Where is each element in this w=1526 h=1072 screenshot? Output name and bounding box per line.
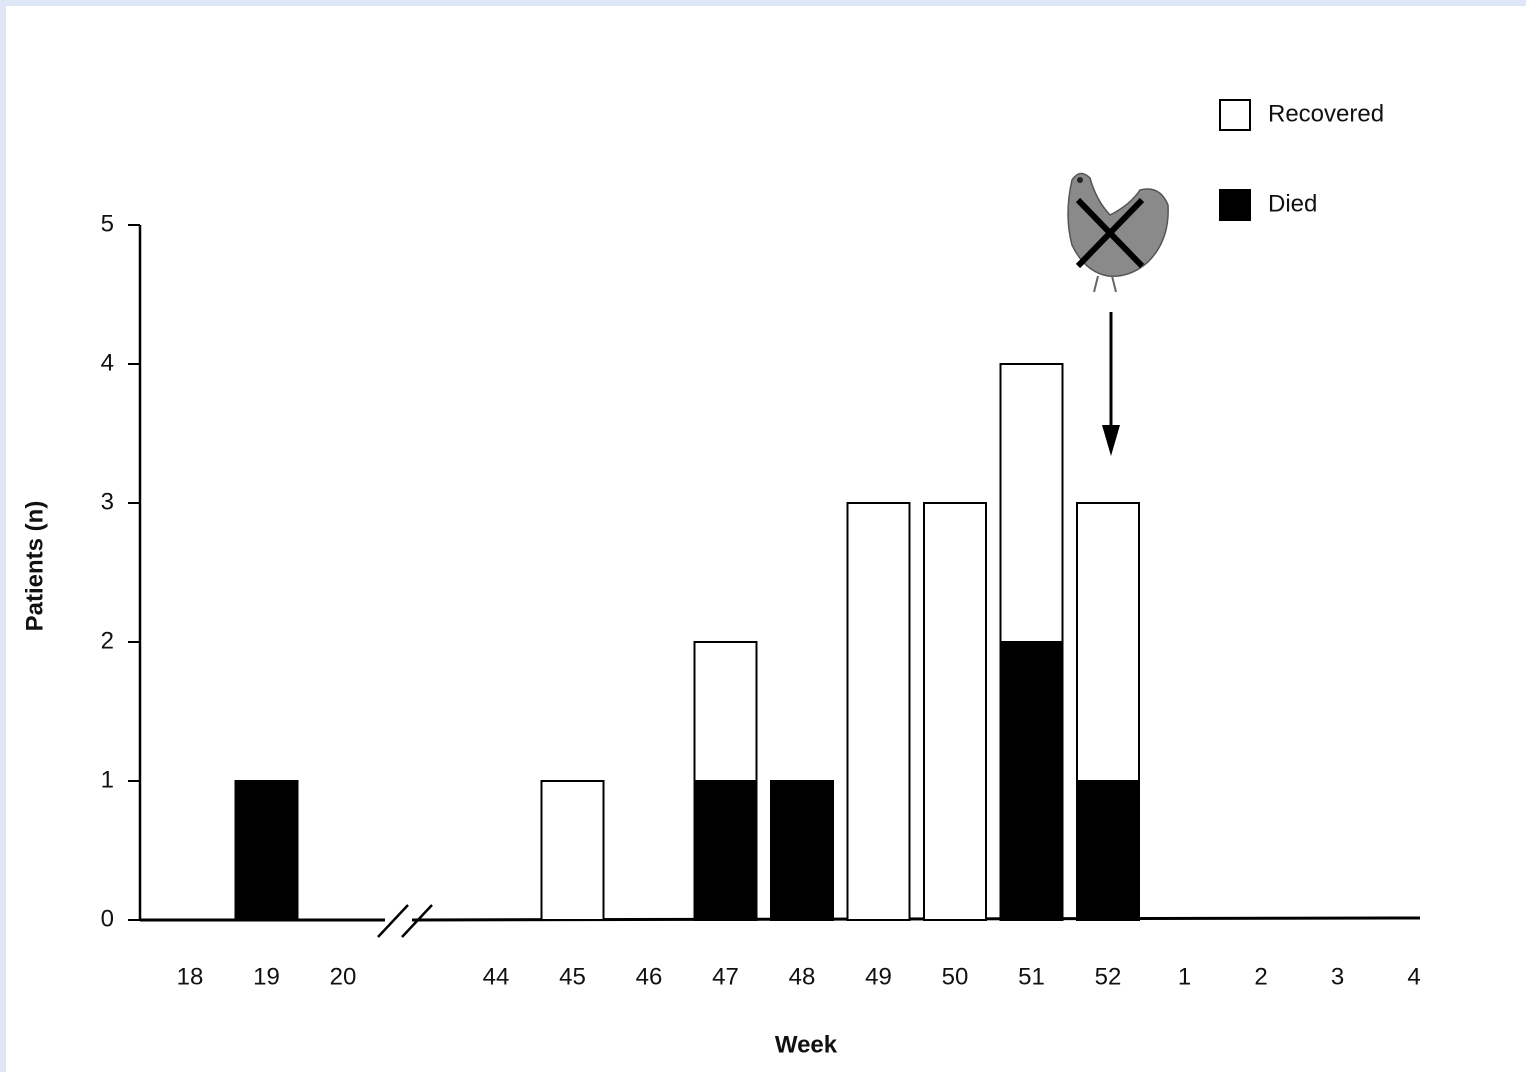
x-tick-label: 18: [177, 963, 204, 990]
x-tick-label: 45: [559, 963, 586, 990]
bar-segment: [1001, 642, 1063, 920]
bar-segment: [771, 781, 833, 920]
chart-background: [6, 6, 1526, 1072]
legend-label: Died: [1268, 190, 1317, 217]
chart: Patients (n) Week 0123451819204445464748…: [0, 0, 1526, 1072]
x-tick-label: 4: [1407, 963, 1420, 990]
x-tick-label: 20: [330, 963, 357, 990]
x-tick-label: 1: [1178, 963, 1191, 990]
bar-segment: [1077, 503, 1139, 781]
legend-swatch: [1220, 100, 1250, 130]
x-tick-label: 19: [253, 963, 280, 990]
bar-segment: [848, 503, 910, 920]
bar-segment: [695, 642, 757, 781]
legend-swatch: [1220, 190, 1250, 220]
y-tick-label: 5: [101, 210, 114, 237]
x-tick-label: 52: [1095, 963, 1122, 990]
bar-segment: [695, 781, 757, 920]
bar-segment: [542, 781, 604, 920]
y-tick-label: 1: [101, 766, 114, 793]
x-tick-label: 51: [1018, 963, 1045, 990]
page: {"chart_data": {"type": "bar", "stacked"…: [0, 0, 1526, 1072]
y-tick-label: 3: [101, 488, 114, 515]
y-tick-label: 2: [101, 627, 114, 654]
legend-label: Recovered: [1268, 100, 1384, 127]
bar-segment: [1001, 364, 1063, 642]
x-tick-label: 46: [636, 963, 663, 990]
x-tick-label: 50: [942, 963, 969, 990]
y-tick-label: 0: [101, 905, 114, 932]
x-tick-label: 49: [865, 963, 892, 990]
x-tick-label: 48: [789, 963, 816, 990]
x-tick-label: 2: [1254, 963, 1267, 990]
bar-segment: [236, 781, 298, 920]
bar-segment: [1077, 781, 1139, 920]
x-tick-label: 47: [712, 963, 739, 990]
x-tick-label: 44: [483, 963, 510, 990]
x-axis-title: Week: [775, 1031, 838, 1058]
y-tick-label: 4: [101, 349, 114, 376]
bar-segment: [924, 503, 986, 920]
y-axis-title: Patients (n): [21, 501, 48, 632]
x-tick-label: 3: [1331, 963, 1344, 990]
